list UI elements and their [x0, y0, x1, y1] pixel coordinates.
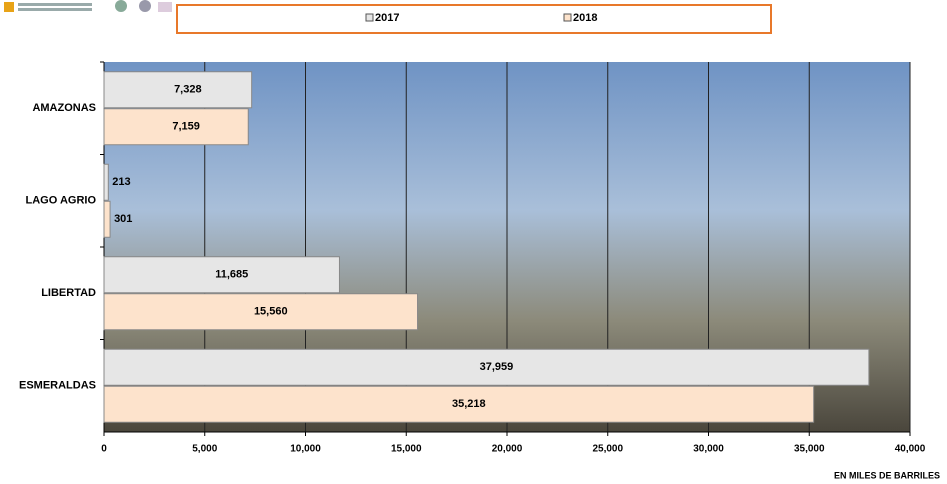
x-tick-label: 40,000: [895, 444, 926, 455]
bar-value-label: 301: [114, 213, 132, 225]
x-axis-label: EN MILES DE BARRILES: [834, 470, 940, 480]
y-tick-label: AMAZONAS: [32, 102, 96, 114]
bar: [103, 293, 419, 331]
bar-value-label: 15,560: [254, 306, 288, 318]
y-tick-label: ESMERALDAS: [19, 380, 96, 392]
bar-value-label: 35,218: [452, 398, 486, 410]
x-tick-label: 30,000: [693, 444, 724, 455]
bar-value-label: 11,685: [215, 269, 248, 281]
bar: [103, 348, 870, 386]
y-tick-label: LAGO AGRIO: [26, 195, 97, 207]
bar: [103, 256, 340, 294]
bar-value-label: 7,328: [174, 84, 202, 96]
x-tick-label: 0: [101, 444, 107, 455]
legend-box: [176, 4, 772, 34]
bar-value-label: 37,959: [480, 361, 514, 373]
bar-value-label: 213: [112, 176, 130, 188]
bar: [103, 385, 815, 423]
y-tick-label: LIBERTAD: [41, 287, 96, 299]
x-tick-label: 35,000: [794, 444, 825, 455]
legend-swatch: [563, 13, 572, 22]
bar-value-label: 7,159: [172, 121, 200, 133]
x-tick-label: 25,000: [592, 444, 623, 455]
bar: [103, 71, 253, 109]
x-tick-label: 5,000: [192, 444, 217, 455]
bar: [103, 108, 249, 146]
x-tick-label: 15,000: [391, 444, 422, 455]
bar: [103, 163, 109, 201]
legend-swatch: [365, 13, 374, 22]
legend-label: 2017: [375, 12, 399, 24]
x-tick-label: 10,000: [290, 444, 321, 455]
logos: [4, 0, 172, 12]
x-tick-label: 20,000: [492, 444, 523, 455]
legend-label: 2018: [573, 12, 597, 24]
bar: [103, 200, 111, 238]
